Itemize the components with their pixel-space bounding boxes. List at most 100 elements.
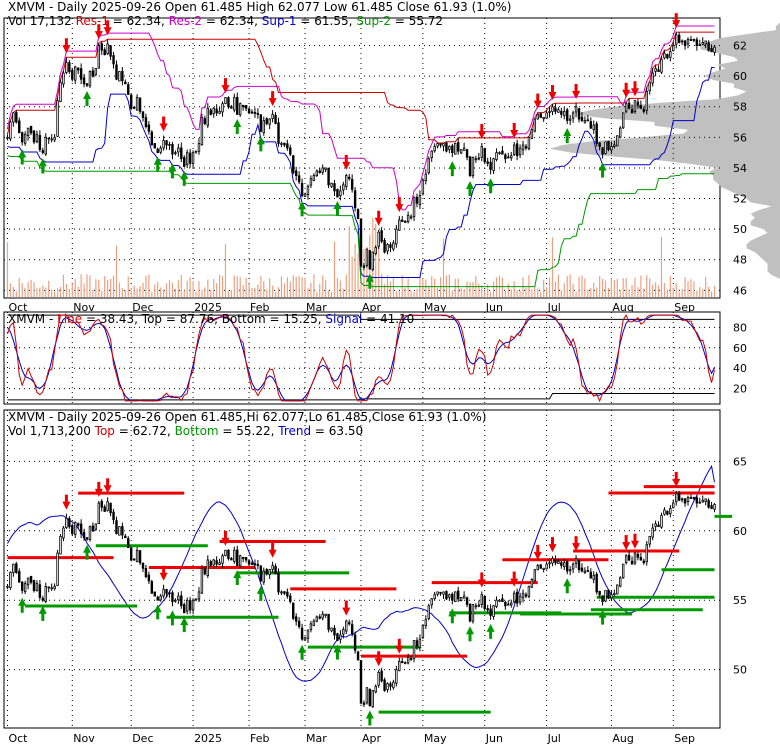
price-candle-body xyxy=(150,131,154,146)
trend-candle-body xyxy=(454,591,457,603)
trend-buy-arrow-shaft xyxy=(235,577,239,586)
price-buy-arrow-shaft xyxy=(235,125,239,134)
price-buy-arrow-shaft xyxy=(41,165,45,174)
trend-candle-body xyxy=(300,627,304,640)
trend-candle-body xyxy=(239,555,242,567)
trend-candle-body xyxy=(236,549,239,566)
price-candle-body xyxy=(294,170,298,176)
header-segment: = 62.34, xyxy=(109,14,169,28)
price-candle-body xyxy=(147,124,151,132)
price-candle-body xyxy=(430,150,433,159)
price-candle-body xyxy=(527,136,531,149)
price-candle-body xyxy=(23,133,27,144)
trend-candle-body xyxy=(548,562,551,565)
trend-candle-body xyxy=(342,629,345,635)
price-y-tick-label: 56 xyxy=(733,131,747,144)
price-buy-arrow-shaft xyxy=(335,208,339,217)
price-candle-body xyxy=(297,175,301,183)
trend-candle-body xyxy=(244,556,248,561)
trend-candle-body xyxy=(262,570,265,583)
price-candle-body xyxy=(613,144,616,147)
trend-candle-body xyxy=(150,581,154,594)
support-2-line xyxy=(7,155,715,288)
price-candle-body xyxy=(398,219,401,231)
price-buy-arrow-shaft xyxy=(489,185,493,194)
trend-x-tick-label: Feb xyxy=(250,732,269,745)
price-candle-body xyxy=(389,244,392,248)
price-candle-body xyxy=(32,130,36,143)
trend-candle-body xyxy=(62,527,65,539)
price-candle-body xyxy=(457,142,460,152)
price-candle-body xyxy=(412,196,416,218)
price-candle-body xyxy=(348,176,351,180)
trend-candle-body xyxy=(680,498,684,501)
trend-candle-body xyxy=(695,497,699,504)
price-candle-body xyxy=(215,108,218,114)
trend-sell-arrow xyxy=(672,478,681,487)
trend-candle-body xyxy=(707,500,710,508)
price-buy-arrow xyxy=(486,178,495,187)
trend-candle-body xyxy=(380,670,383,682)
price-candle-body xyxy=(271,113,274,119)
price-candle-body xyxy=(333,183,336,192)
trend-sell-arrow xyxy=(622,542,631,551)
trend-candle-body xyxy=(604,590,607,602)
price-candle-body xyxy=(300,182,304,196)
trend-candle-body xyxy=(71,525,74,534)
price-sell-arrow-shaft xyxy=(223,78,227,87)
price-candle-body xyxy=(501,150,504,155)
trend-candle-body xyxy=(633,552,637,564)
price-buy-arrow-shaft xyxy=(182,177,186,186)
trend-candle-body xyxy=(636,553,640,558)
trend-candle-body xyxy=(177,595,180,600)
trend-sell-arrow-shaft xyxy=(223,530,227,539)
price-candle-body xyxy=(542,117,545,120)
header-segment: Sup-2 xyxy=(356,14,391,28)
price-candle-body xyxy=(480,146,483,158)
trend-candle-body xyxy=(118,526,121,536)
trend-candle-body xyxy=(348,622,351,625)
trend-candle-body xyxy=(91,525,95,532)
price-buy-arrow xyxy=(466,180,475,189)
price-candle-body xyxy=(218,110,221,114)
price-candle-body xyxy=(377,231,380,247)
price-candle-body xyxy=(592,124,595,131)
price-candle-body xyxy=(159,147,162,153)
trend-candle-body xyxy=(68,518,71,528)
price-candle-body xyxy=(289,147,292,155)
trend-header-line-2: Vol 1,713,200 Top = 62.72, Bottom = 55.2… xyxy=(8,424,363,438)
trend-y-tick-label: 55 xyxy=(733,594,747,607)
trend-candle-body xyxy=(106,501,109,511)
trend-candle-body xyxy=(527,585,531,597)
price-candle-body xyxy=(129,94,133,109)
trend-candle-body xyxy=(389,683,392,687)
price-candle-body xyxy=(115,64,118,80)
trend-sell-arrow-shaft xyxy=(64,494,68,503)
price-candle-body xyxy=(474,158,478,161)
trend-candle-body xyxy=(480,594,483,605)
price-candle-body xyxy=(386,244,389,252)
price-candle-body xyxy=(595,123,598,144)
price-candle-body xyxy=(262,120,265,134)
trend-candle-body xyxy=(433,594,436,600)
price-buy-arrow-shaft xyxy=(601,169,605,178)
trend-candle-body xyxy=(227,549,230,559)
price-candle-body xyxy=(371,251,374,270)
price-candle-body xyxy=(530,129,534,139)
price-candle-body xyxy=(244,105,248,109)
trend-candle-body xyxy=(683,498,687,504)
trend-candle-body xyxy=(197,591,201,600)
price-y-tick-label: 48 xyxy=(733,254,747,267)
trend-candle-body xyxy=(642,560,646,564)
trend-candle-body xyxy=(560,562,563,566)
trend-candle-body xyxy=(698,501,702,504)
price-sell-arrow-shaft xyxy=(512,122,516,131)
price-sell-arrow-shaft xyxy=(574,83,578,92)
price-candle-body xyxy=(607,141,610,150)
trend-candle-body xyxy=(294,616,298,622)
trend-candle-body xyxy=(566,561,569,572)
price-candle-body xyxy=(462,147,466,151)
header-segment: Top xyxy=(94,424,115,438)
trend-sell-arrow xyxy=(477,579,486,588)
price-candle-body xyxy=(686,39,690,45)
